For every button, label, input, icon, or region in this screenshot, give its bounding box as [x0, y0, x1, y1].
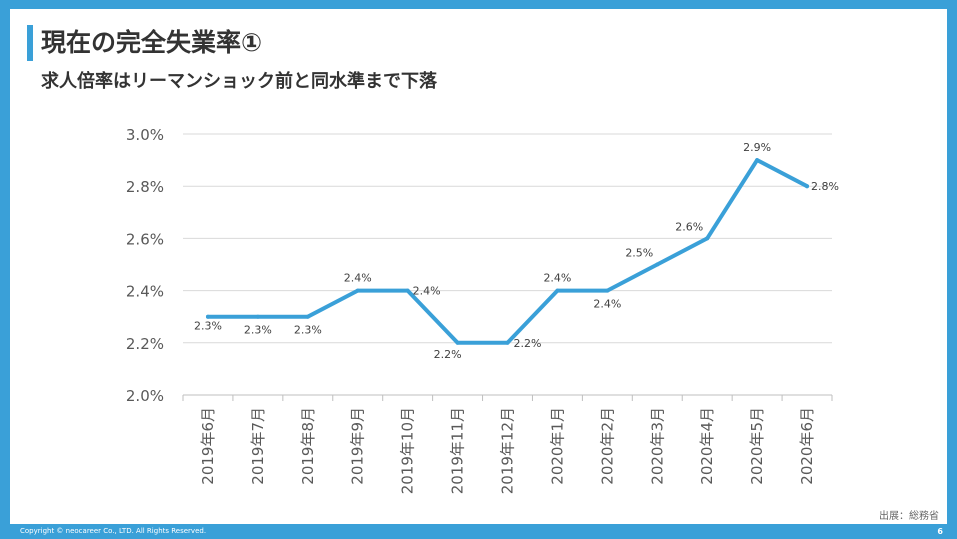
x-tick-label: 2020年1月 [548, 407, 566, 485]
title-accent-bar [27, 25, 33, 61]
data-label: 2.9% [743, 141, 771, 154]
copyright-footer: Copyright © neocareer Co., LTD. All Righ… [20, 527, 207, 535]
y-tick-label: 2.0% [126, 387, 164, 405]
y-tick-label: 2.6% [126, 230, 164, 248]
data-label: 2.3% [294, 324, 322, 337]
x-tick-label: 2019年11月 [449, 407, 467, 494]
data-point [405, 288, 410, 293]
data-point [205, 314, 210, 319]
x-tick-label: 2020年5月 [748, 407, 766, 485]
gridlines [183, 133, 832, 396]
data-point [355, 288, 360, 293]
x-tick-label: 2020年2月 [598, 407, 616, 485]
data-label: 2.4% [413, 285, 441, 298]
data-label: 2.8% [811, 180, 839, 193]
data-label: 2.2% [434, 348, 462, 361]
series-line-path [205, 158, 810, 345]
data-point [305, 314, 310, 319]
data-label: 2.5% [625, 247, 653, 260]
page-subtitle: 求人倍率はリーマンショック前と同水準まで下落 [41, 71, 437, 92]
data-point [705, 236, 710, 241]
x-tick-label: 2019年7月 [249, 407, 267, 485]
source-note: 出展：総務省 [879, 511, 939, 522]
x-tick-label: 2020年6月 [798, 407, 816, 485]
series-line [205, 158, 810, 345]
data-point [655, 262, 660, 267]
data-point [455, 340, 460, 345]
y-tick-label: 2.8% [126, 178, 164, 196]
data-label: 2.2% [514, 337, 542, 350]
data-label: 2.4% [344, 272, 372, 285]
x-axis-ticks: 2019年6月 2019年7月 2019年8月 2019年9月 2019年10月 2019… [182, 395, 833, 494]
y-tick-label: 2.2% [126, 335, 164, 353]
x-tick-label: 2019年10月 [399, 407, 417, 494]
data-point [805, 184, 810, 189]
data-point [555, 288, 560, 293]
data-label: 2.3% [194, 320, 222, 333]
data-labels: 2.3% 2.3% 2.3% 2.4% 2.4% 2.2% 2.2% 2.4% 2.4% 2.5%… [194, 141, 839, 361]
data-point [505, 340, 510, 345]
data-label: 2.3% [244, 324, 272, 337]
y-tick-label: 2.4% [126, 283, 164, 301]
x-tick-label: 2020年3月 [648, 407, 666, 485]
data-label: 2.4% [593, 298, 621, 311]
data-label: 2.6% [675, 220, 703, 233]
page-number: 6 [937, 527, 943, 536]
x-tick-label: 2020年4月 [698, 407, 716, 485]
data-label: 2.4% [543, 272, 571, 285]
x-tick-label: 2019年12月 [499, 407, 517, 494]
slide: 現在の完全失業率① 求人倍率はリーマンショック前と同水準まで下落 出展：総務省 [10, 9, 947, 524]
data-point [255, 314, 260, 319]
x-tick-label: 2019年6月 [199, 407, 217, 485]
y-tick-label: 3.0% [126, 126, 164, 144]
x-tick-label: 2019年9月 [349, 407, 367, 485]
data-point [605, 288, 610, 293]
page-title: 現在の完全失業率① [41, 28, 263, 57]
y-axis-ticks: 2.0% 2.2% 2.4% 2.6% 2.8% 3.0% [126, 126, 164, 405]
data-point [755, 158, 760, 163]
x-tick-label: 2019年8月 [299, 407, 317, 485]
